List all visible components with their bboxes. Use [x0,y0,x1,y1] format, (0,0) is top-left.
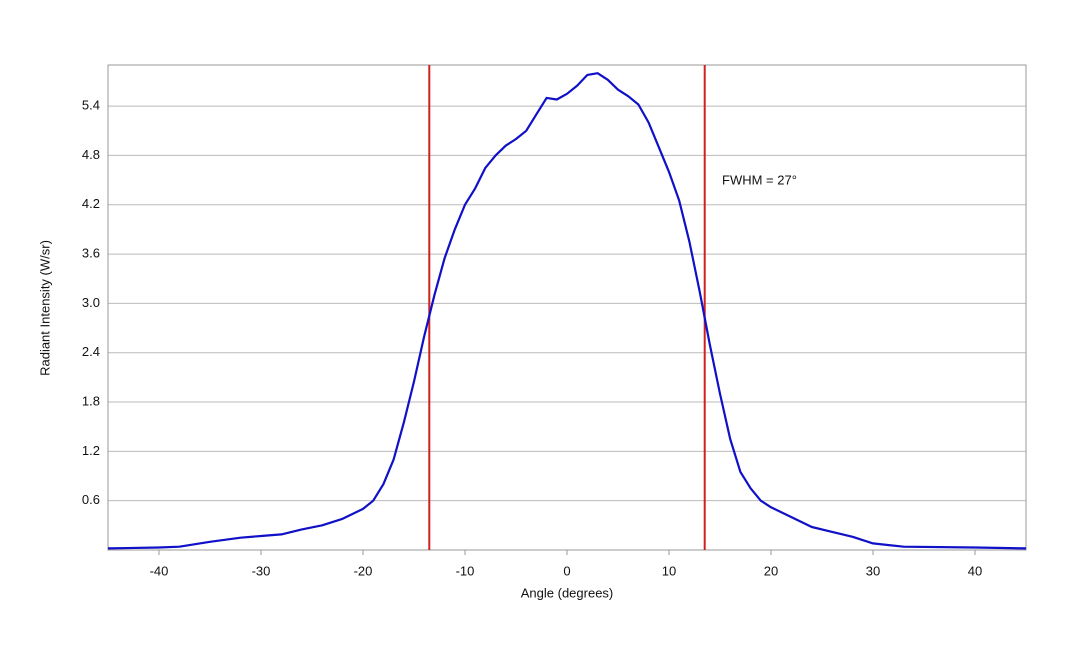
y-tick-label: 4.8 [82,147,100,162]
y-tick-label: 5.4 [82,98,100,113]
y-tick-label: 4.2 [82,196,100,211]
x-tick-label: 30 [866,563,880,578]
x-tick-label: -20 [354,563,373,578]
annotation: FWHM = 27° [722,172,797,187]
data-line [107,72,1027,550]
x-tick-label: -40 [150,563,169,578]
y-tick-label: 2.4 [82,344,100,359]
plot-frame [107,64,1027,551]
x-tick-label: 0 [563,563,570,578]
x-tick-label: -10 [456,563,475,578]
y-tick-label: 3.6 [82,246,100,261]
y-tick-label: 1.2 [82,443,100,458]
x-tick-label: 20 [764,563,778,578]
x-tick-label: 40 [968,563,982,578]
y-axis-label: Radiant Intensity (W/sr) [37,240,52,376]
y-tick-label: 3.0 [82,295,100,310]
x-tick-label: 10 [662,563,676,578]
y-tick-label: 1.8 [82,393,100,408]
x-tick-label: -30 [252,563,271,578]
y-tick-label: 0.6 [82,492,100,507]
x-axis-label: Angle (degrees) [521,585,614,600]
